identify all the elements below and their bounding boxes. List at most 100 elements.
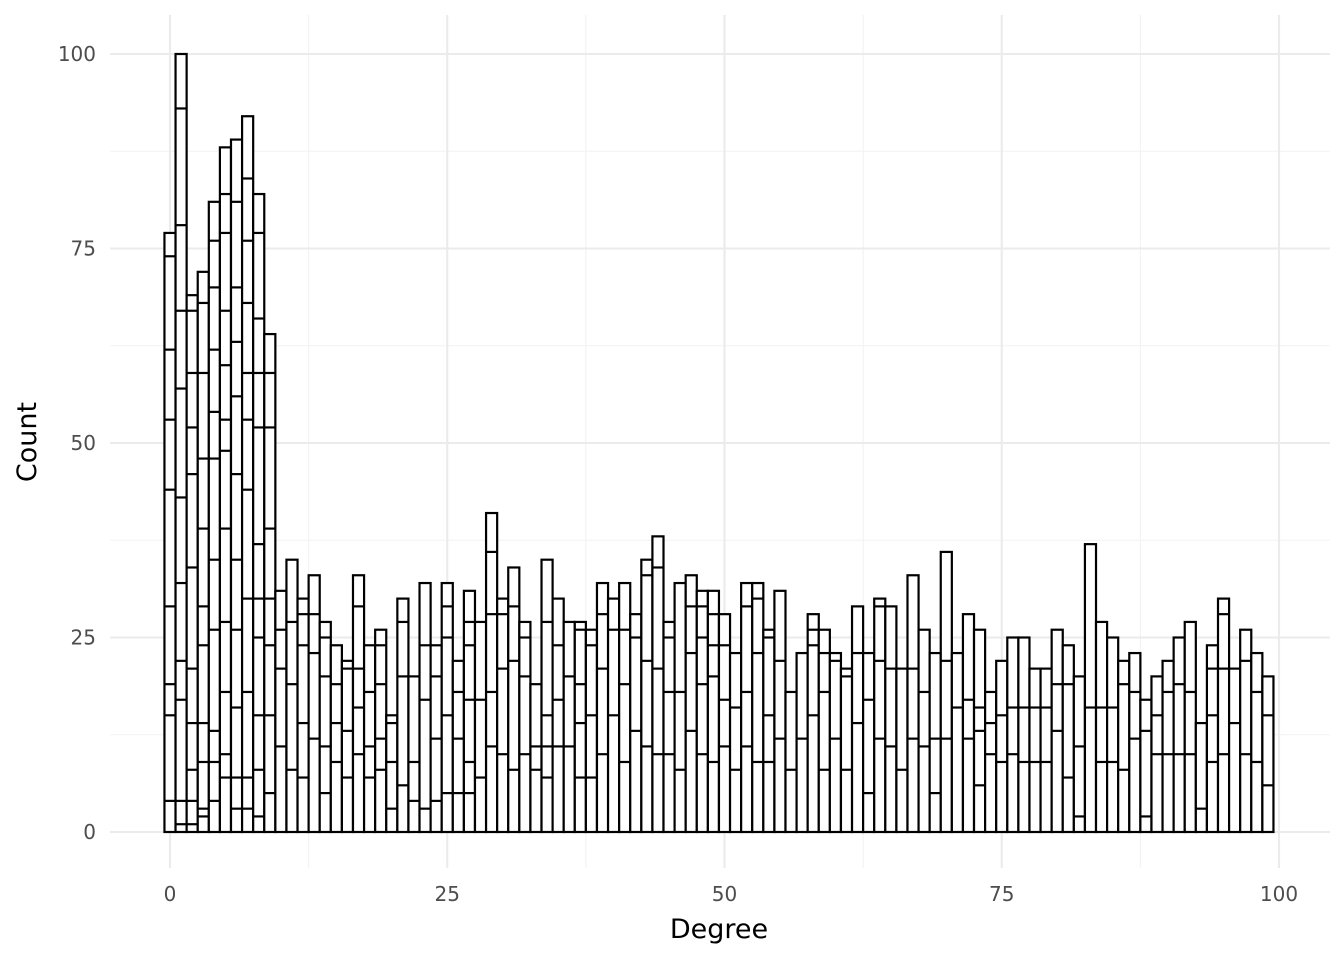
bar-outline	[518, 620, 532, 834]
bar-outline	[174, 52, 188, 834]
histogram-bar	[961, 613, 976, 834]
bar-outline	[540, 558, 554, 834]
histogram-bar	[496, 597, 510, 834]
histogram-bar	[584, 628, 599, 834]
histogram-bar	[1106, 636, 1120, 834]
bar-outline	[950, 651, 965, 834]
bar-outline	[618, 581, 632, 834]
histogram-bar	[706, 589, 721, 834]
histogram-bar	[906, 574, 920, 834]
histogram-bar	[418, 581, 432, 834]
histogram-bar	[296, 597, 310, 834]
bar-outline	[240, 115, 255, 834]
histogram-bar	[751, 581, 765, 834]
bar-outline	[795, 651, 809, 834]
y-tick-label: 25	[71, 626, 96, 650]
bar-outline	[296, 597, 310, 834]
histogram-bar	[651, 535, 665, 834]
histogram-bar	[939, 550, 953, 834]
histogram-bar	[407, 675, 421, 834]
histogram-bar	[1006, 636, 1020, 834]
histogram-bar	[440, 581, 454, 834]
histogram-bar	[884, 605, 898, 834]
bar-outline	[784, 690, 798, 834]
bar-outline	[473, 620, 488, 834]
bar-outline	[1106, 636, 1120, 834]
histogram-bar	[862, 651, 876, 834]
bar-outline	[551, 597, 565, 834]
bar-outline	[906, 574, 920, 834]
histogram-bar	[1072, 675, 1087, 834]
bar-outline	[895, 667, 909, 834]
histogram-bar	[950, 651, 965, 834]
histogram-bar	[873, 597, 887, 834]
histogram-bar	[551, 597, 565, 834]
bar-outline	[573, 620, 587, 834]
histogram-bar	[828, 651, 843, 834]
bar-outline	[1128, 651, 1142, 834]
bar-outline	[1061, 644, 1075, 834]
bar-outline	[418, 581, 432, 834]
histogram-bar	[362, 644, 377, 834]
bar-outline	[340, 659, 355, 834]
bar-outline	[839, 667, 854, 834]
histogram-bar	[473, 620, 488, 834]
bar-outline	[595, 581, 610, 834]
bar-outline	[207, 200, 222, 834]
histogram-bar	[995, 659, 1009, 834]
bar-outline	[939, 550, 953, 834]
bar-outline	[440, 581, 454, 834]
histogram-bar	[773, 589, 787, 834]
bar-outline	[629, 613, 643, 834]
bar-outline	[185, 294, 199, 834]
histogram-bar	[1205, 644, 1220, 834]
bar-outline	[1083, 543, 1098, 834]
histogram-bar	[562, 620, 576, 834]
histogram-bar	[1017, 636, 1031, 834]
histogram-bar	[606, 597, 621, 834]
histogram-bar	[1250, 651, 1264, 834]
bar-outline	[662, 620, 676, 834]
bar-outline	[884, 605, 898, 834]
y-axis-tick-labels: 0 25 50 75 100	[58, 42, 96, 844]
y-tick-label: 0	[83, 820, 96, 844]
bar-outline	[751, 581, 765, 834]
bar-outline	[984, 690, 998, 834]
histogram-bar	[185, 294, 199, 834]
histogram-bar	[518, 620, 532, 834]
histogram-bar	[1239, 628, 1253, 834]
histogram-bar	[662, 620, 676, 834]
histogram-bar	[917, 628, 931, 834]
y-tick-label: 100	[58, 42, 96, 66]
bar-outline	[1261, 675, 1275, 834]
histogram-bar	[695, 589, 709, 834]
bar-outline	[285, 558, 299, 834]
bar-outline	[396, 597, 410, 834]
bar-outline	[850, 605, 865, 834]
histogram-bar	[385, 714, 399, 834]
histogram-bar	[484, 511, 499, 834]
bar-outline	[1028, 667, 1042, 834]
histogram-bar	[1194, 721, 1209, 834]
histogram-bar	[1094, 620, 1109, 834]
histogram-bar	[207, 200, 222, 834]
bar-outline	[773, 589, 787, 834]
bar-outline	[562, 620, 576, 834]
bar-outline	[762, 628, 776, 834]
histogram-bar	[285, 558, 299, 834]
histogram-bar	[240, 115, 255, 834]
histogram-bar	[351, 574, 366, 834]
histogram-bar	[1172, 636, 1186, 834]
y-tick-label: 75	[71, 237, 96, 261]
y-tick-label: 50	[71, 431, 96, 455]
histogram-bar	[1227, 667, 1242, 834]
histogram-bars	[163, 52, 1275, 834]
bar-outline	[1250, 651, 1264, 834]
histogram-bar	[895, 667, 909, 834]
bar-outline	[728, 651, 743, 834]
bar-outline	[651, 535, 665, 834]
bar-outline	[1205, 644, 1220, 834]
x-tick-label: 0	[164, 882, 177, 906]
bar-outline	[229, 138, 244, 834]
